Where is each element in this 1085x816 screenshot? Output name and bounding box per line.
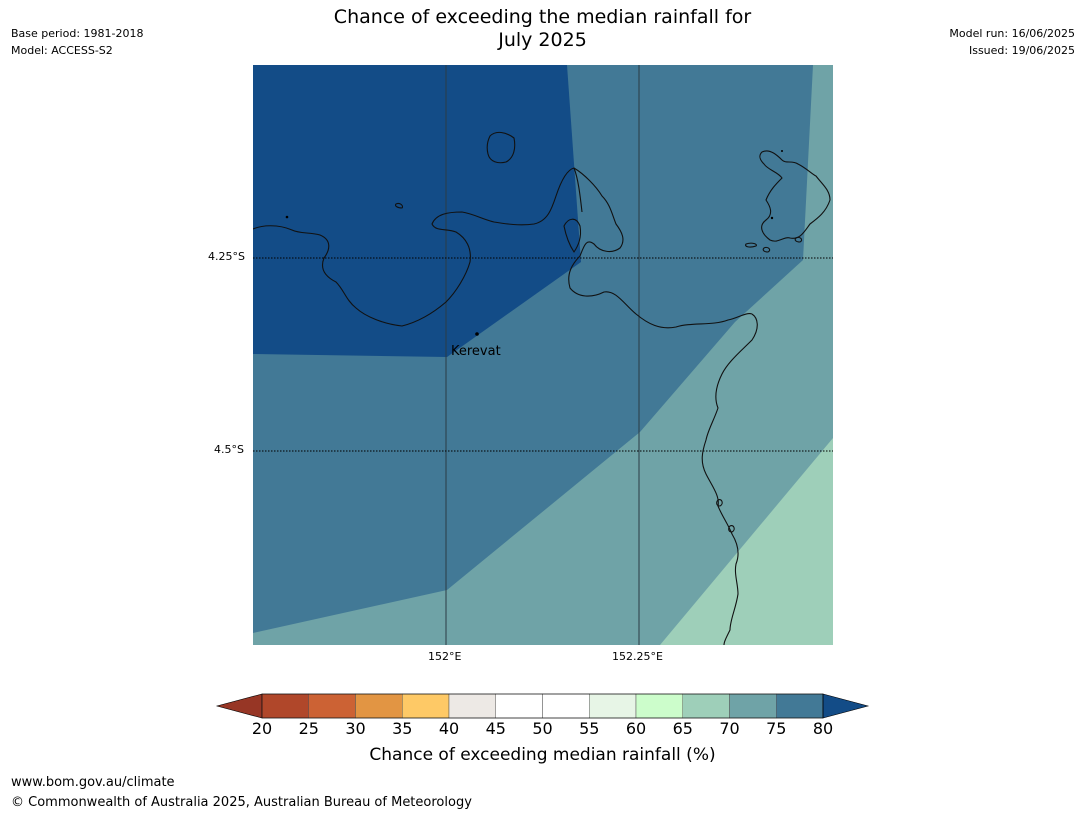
colorbar-tick-label: 75: [766, 719, 787, 738]
colorbar-bin-60: [635, 693, 683, 719]
coastlines: [253, 131, 831, 645]
kerevat-label: Kerevat: [451, 344, 501, 359]
colorbar-tick-label: 20: [251, 719, 273, 738]
colorbar-bin-65: [682, 693, 730, 719]
colorbar-bin-35: [402, 693, 450, 719]
islet-east-2: [762, 246, 771, 253]
islet-dot-1: [285, 215, 289, 219]
colorbar-bin-20: [261, 693, 309, 719]
colorbar-tick-label: 80: [812, 719, 834, 738]
model-text: Model: ACCESS-S2: [11, 44, 113, 57]
lat-label-4-25: 4.25°S: [208, 250, 245, 263]
coastline-east-river: [701, 313, 758, 645]
colorbar-bin-40: [448, 693, 496, 719]
zone-65: [660, 438, 833, 645]
base-period-text: Base period: 1981-2018: [11, 27, 144, 40]
islet-dot-2: [781, 150, 783, 152]
lon-label-152-25: 152.25°E: [612, 650, 663, 663]
lon-label-152: 152°E: [428, 650, 462, 663]
gridlines: [253, 65, 833, 645]
colorbar-bin-70: [729, 693, 777, 719]
colorbar-bin-45: [495, 693, 543, 719]
issued-text: Issued: 19/06/2025: [968, 44, 1075, 57]
colorbar-tick-label: 60: [625, 719, 647, 738]
colorbar-tick-label: 45: [485, 719, 506, 738]
islet-east-1: [745, 242, 757, 248]
islet-east-3: [794, 236, 803, 243]
colorbar-tick-label: 40: [438, 719, 460, 738]
lat-label-4-5: 4.5°S: [214, 443, 244, 456]
coastline-west: [253, 167, 583, 327]
colorbar: [215, 693, 870, 719]
colorbar-outline: [261, 693, 824, 719]
coastline-duke-of-york: [759, 150, 831, 242]
colorbar-title: Chance of exceeding median rainfall (%): [369, 745, 716, 765]
colorbar-tick-label: 25: [298, 719, 319, 738]
footer-copyright: © Commonwealth of Australia 2025, Austra…: [11, 795, 472, 810]
colorbar-tick-label: 70: [719, 719, 740, 738]
colorbar-tick-label: 65: [672, 719, 693, 738]
kerevat-marker: [475, 332, 479, 336]
coastline-inlet: [563, 218, 582, 253]
island-north: [486, 131, 516, 164]
rainfall-map: Kerevat: [253, 65, 833, 645]
colorbar-tick-label: 55: [579, 719, 600, 738]
footer-url[interactable]: www.bom.gov.au/climate: [11, 775, 175, 790]
islet-west: [394, 202, 404, 209]
zone-80: [253, 65, 581, 357]
colorbar-tick-label: 35: [392, 719, 413, 738]
small-islets: [285, 150, 783, 220]
colorbar-tick-label: 30: [345, 719, 366, 738]
colorbar-under-arrow: [215, 693, 263, 719]
islet-river: [716, 499, 723, 507]
title-line-1: Chance of exceeding the median rainfall …: [333, 6, 752, 28]
islet-dot-3: [770, 216, 774, 220]
colorbar-bin-75: [776, 693, 824, 719]
colorbar-bin-50: [542, 693, 590, 719]
page-title: Chance of exceeding the median rainfall …: [0, 6, 1085, 52]
coastline-gazelle: [568, 167, 753, 329]
title-line-2: July 2025: [498, 29, 587, 51]
colorbar-bin-55: [589, 693, 637, 719]
colorbar-bin-25: [308, 693, 356, 719]
islet-river-2: [728, 525, 735, 533]
colorbar-bin-30: [355, 693, 403, 719]
colorbar-over-arrow: [822, 693, 870, 719]
colorbar-tick-label: 50: [532, 719, 553, 738]
model-run-text: Model run: 16/06/2025: [949, 27, 1075, 40]
